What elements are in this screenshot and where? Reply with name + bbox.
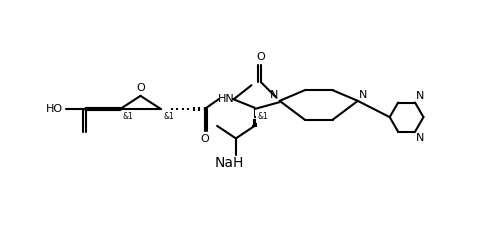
Text: N: N: [270, 90, 278, 100]
Text: &1: &1: [123, 112, 133, 121]
Text: O: O: [200, 134, 209, 144]
Text: &1: &1: [163, 112, 174, 121]
Text: HN: HN: [218, 94, 235, 104]
Text: N: N: [416, 91, 424, 101]
Text: N: N: [416, 133, 424, 143]
Text: O: O: [257, 52, 265, 62]
Text: HO: HO: [46, 104, 63, 114]
Text: &1: &1: [257, 112, 268, 121]
Text: N: N: [359, 90, 368, 100]
Text: NaH: NaH: [215, 156, 244, 170]
Text: O: O: [136, 83, 145, 93]
